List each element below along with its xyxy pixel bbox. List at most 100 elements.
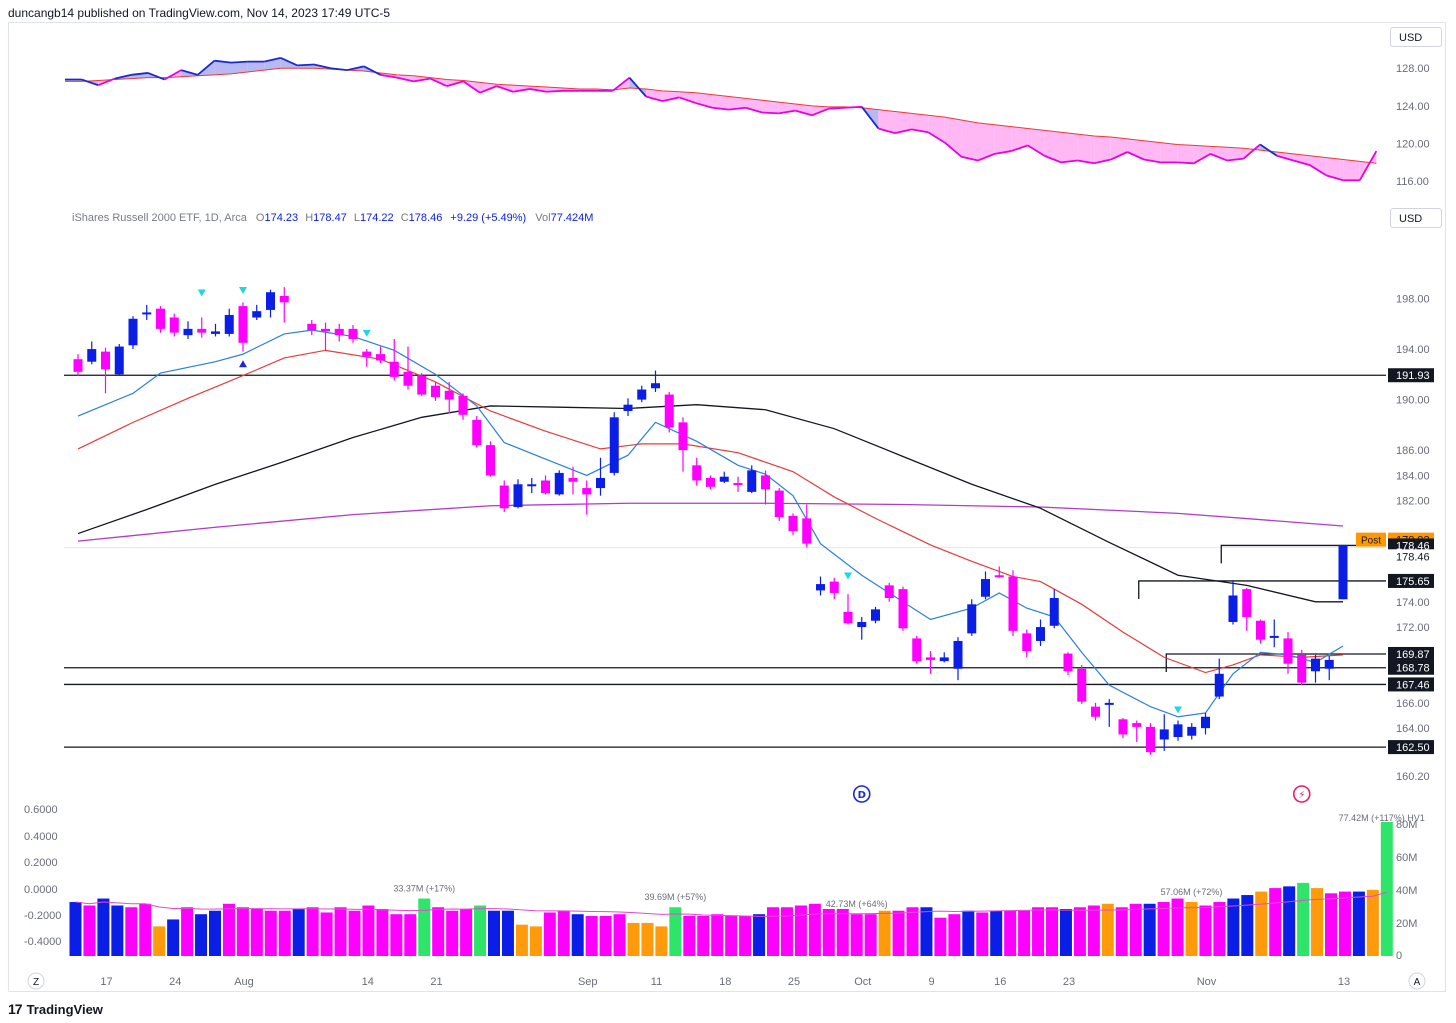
candle-body [1118,719,1128,735]
ema-fast-line [77,329,1344,718]
candle-body [472,419,482,446]
fast-indicator-segment [911,128,929,134]
price-y-tick-label: 186.00 [1396,445,1430,457]
price-label-box [1388,549,1434,564]
fast-indicator-segment [778,109,796,115]
candle-body [169,317,179,333]
fast-indicator-segment [1326,174,1344,182]
price-y-tick-label: 182.00 [1396,496,1430,508]
cloud-segment [1343,159,1360,181]
cloud-segment [762,100,779,114]
signal-down-marker [197,289,206,297]
candle-body [554,472,564,495]
candle-body [774,490,784,518]
price-label-text: 162.50 [1396,742,1430,754]
volume-bar [599,915,612,956]
volume-right-tick-label: 40M [1396,885,1417,897]
cloud-segment [662,90,680,102]
volume-annotation: 39.69M (+57%) [644,892,706,902]
volume-bar [571,914,584,956]
candle-body [953,640,963,669]
fast-indicator-segment [147,72,165,81]
fast-indicator-segment [197,60,215,76]
legend-change: +9.29 (+5.49%) [450,212,526,224]
volume-bar [334,907,347,956]
fast-indicator-segment [628,77,647,98]
auto-scale-button[interactable]: A [1414,977,1421,988]
volume-left-tick-label: 0.4000 [24,831,58,843]
candle-body [541,480,550,494]
volume-bar [195,914,208,956]
volume-bar [906,907,919,956]
fast-indicator-segment [529,88,547,93]
currency-button-main[interactable]: USD [1390,208,1442,228]
volume-bar [111,905,124,956]
cloud-segment [1077,134,1095,164]
cloud-segment [1144,140,1161,163]
cloud-segment [1127,138,1144,160]
price-y-tick-label: 172.00 [1396,622,1430,634]
volume-bar [1366,889,1379,956]
volume-bar [97,898,110,956]
volume-bar [501,910,514,956]
fast-indicator-segment [264,57,281,63]
cloud-segment [513,85,530,92]
fast-indicator-segment [81,78,99,87]
fast-indicator-segment [347,65,364,71]
fast-indicator-segment [446,80,464,87]
cloud-segment [1276,152,1294,161]
fast-indicator-segment [479,85,497,94]
candle-body [1242,589,1252,617]
volume-bar [278,910,291,956]
volume-bar [711,914,724,956]
fast-indicator-segment [1210,153,1228,162]
cloud-segment [1160,142,1178,163]
candle-body [609,417,619,473]
volume-bar [934,917,947,956]
legend-o-label: O [256,212,265,224]
signal-down-marker [844,572,852,580]
volume-bar [222,903,235,956]
fast-indicator-segment [927,131,946,144]
volume-bar [976,912,989,956]
volume-bar [125,907,138,956]
volume-bar [446,910,459,956]
time-axis: 17 24 Aug 14 21 Sep 11 18 25 Oct 9 16 23 Nov 13 Z A [27,972,1426,990]
volume-bar [864,914,877,956]
cloud-segment [928,115,945,143]
zoom-button-frame [27,972,45,990]
candle-body [1008,576,1018,631]
fast-indicator-segment [762,111,779,115]
cloud-segment [1310,155,1327,176]
volume-annotation: 77.42M (+117%) HV1 [1339,813,1425,823]
publisher-header: duncangb14 published on TradingView.com,… [8,6,391,20]
volume-bar [1199,905,1212,956]
candle-body [664,394,674,428]
volume-bar [376,908,389,956]
volume-bar [1129,903,1142,956]
volume-bar [167,919,180,956]
volume-bar [83,905,96,956]
volume-left-tick-label: 0.2000 [24,857,58,869]
fast-indicator-segment [795,109,813,117]
volume-bar [669,907,682,956]
candle-body [1159,729,1169,740]
fast-indicator-segment [1226,157,1244,162]
volume-bar [1269,888,1282,956]
volume-bar [1157,902,1170,956]
cloud-segment [1027,128,1045,156]
fast-indicator-segment [1127,151,1145,161]
currency-button-upper[interactable]: USD [1390,27,1442,47]
candle-body [307,323,317,331]
volume-bar [1143,903,1156,956]
volume-bar [209,910,221,956]
fast-indicator-segment [1243,143,1261,160]
volume-bar [348,910,361,956]
candle-body [912,638,922,662]
volume-bar [1171,898,1184,956]
zoom-button[interactable]: Z [33,977,39,988]
candle-body [87,349,97,362]
volume-bar [1046,907,1058,956]
cloud-segment [1326,157,1344,181]
